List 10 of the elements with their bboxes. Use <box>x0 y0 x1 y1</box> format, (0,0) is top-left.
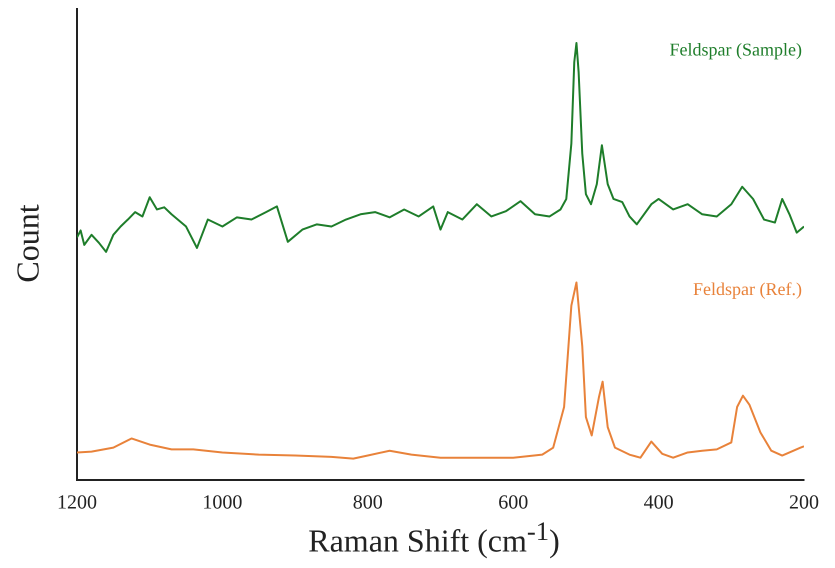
text: Feldspar (Ref.) <box>693 279 802 300</box>
x-tick-label: 1000 <box>202 491 242 514</box>
x-tick-label: 800 <box>352 491 383 514</box>
x-tick-label: 600 <box>498 491 528 514</box>
x-axis-title: Raman Shift (cm$^{-1}$) <box>307 516 561 560</box>
text: Feldspar (Sample) <box>670 40 802 60</box>
x-tick-label: 400 <box>644 491 674 514</box>
x-tick-label: 200 <box>789 491 819 514</box>
y-title: Count <box>8 202 46 284</box>
x-tick-label: 1200 <box>57 491 97 514</box>
